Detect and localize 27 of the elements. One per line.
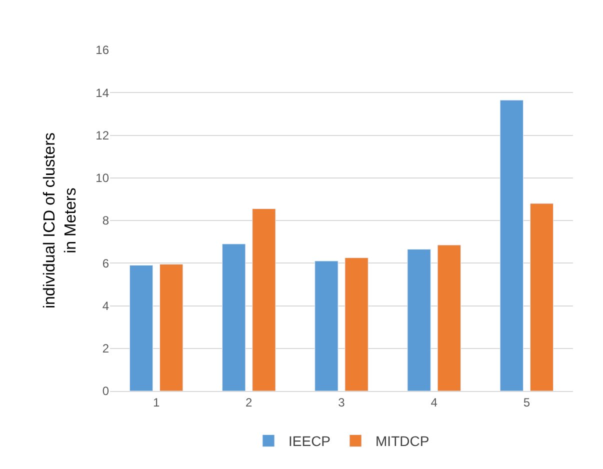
y-tick-label: 10 [96,171,110,186]
y-tick-label: 0 [102,384,110,398]
bar [344,258,368,391]
y-tick-label: 14 [96,86,110,100]
y-tick-label: 6 [102,256,110,270]
y-tick-label: 16 [96,43,110,58]
x-tick-label: 4 [430,395,438,410]
bar [222,244,246,391]
x-tick-label: 5 [523,395,530,410]
x-tick-label: 1 [152,395,160,410]
bar [500,100,524,391]
bar [314,260,338,391]
x-tick-label: 2 [246,395,253,410]
bar [530,203,554,391]
y-tick-label: 8 [102,214,110,228]
bar [407,249,431,391]
bar [437,244,461,391]
y-tick-label: 2 [102,342,110,356]
bar [160,264,184,391]
y-tick-label: 12 [96,128,110,142]
bar [129,265,154,391]
legend-label: MITDCP [376,433,430,450]
x-tick-label: 3 [338,395,346,410]
bar [252,208,276,391]
y-axis-title: individual ICD of clusters in Meters [42,132,80,309]
legend-label: IEECP [288,433,331,450]
y-tick-label: 4 [102,298,110,313]
